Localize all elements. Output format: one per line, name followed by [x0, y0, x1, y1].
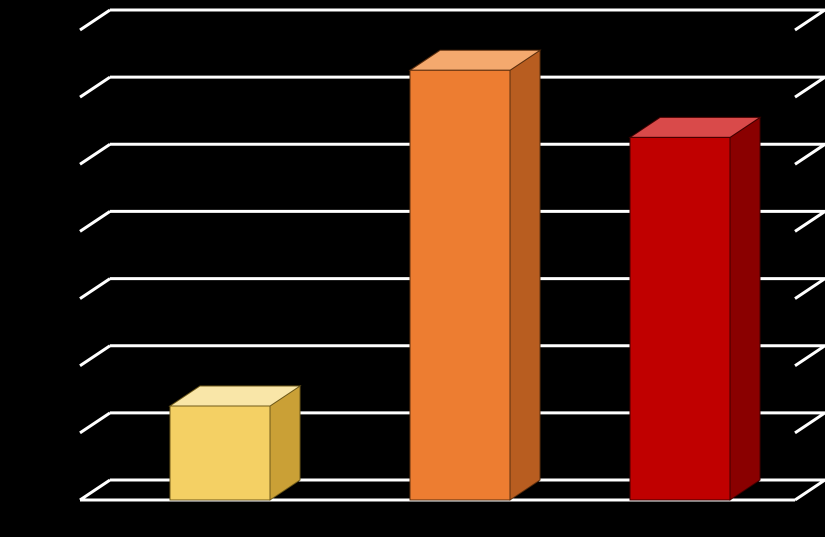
bar-1 [170, 386, 300, 500]
bar-chart [0, 0, 825, 537]
bars [170, 50, 760, 500]
bar-3 [630, 117, 760, 500]
bar-2 [410, 50, 540, 500]
